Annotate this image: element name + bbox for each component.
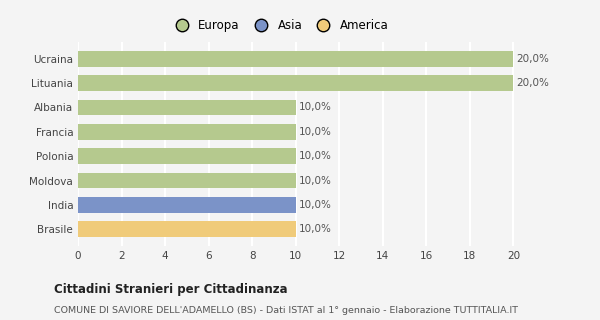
Text: COMUNE DI SAVIORE DELL'ADAMELLO (BS) - Dati ISTAT al 1° gennaio - Elaborazione T: COMUNE DI SAVIORE DELL'ADAMELLO (BS) - D… [54,306,518,315]
Bar [78,100,296,116]
Bar [78,75,514,91]
Text: 20,0%: 20,0% [517,78,550,88]
Bar [78,148,296,164]
Bar [78,197,296,213]
Text: 20,0%: 20,0% [517,54,550,64]
Text: Cittadini Stranieri per Cittadinanza: Cittadini Stranieri per Cittadinanza [54,283,287,296]
Text: 10,0%: 10,0% [299,200,332,210]
Text: 10,0%: 10,0% [299,224,332,234]
Text: 10,0%: 10,0% [299,127,332,137]
Bar [78,172,296,188]
Text: 10,0%: 10,0% [299,175,332,186]
Bar [78,124,296,140]
Bar [78,221,296,237]
Legend: Europa, Asia, America: Europa, Asia, America [167,17,391,35]
Text: 10,0%: 10,0% [299,151,332,161]
Bar [78,51,514,67]
Text: 10,0%: 10,0% [299,102,332,113]
